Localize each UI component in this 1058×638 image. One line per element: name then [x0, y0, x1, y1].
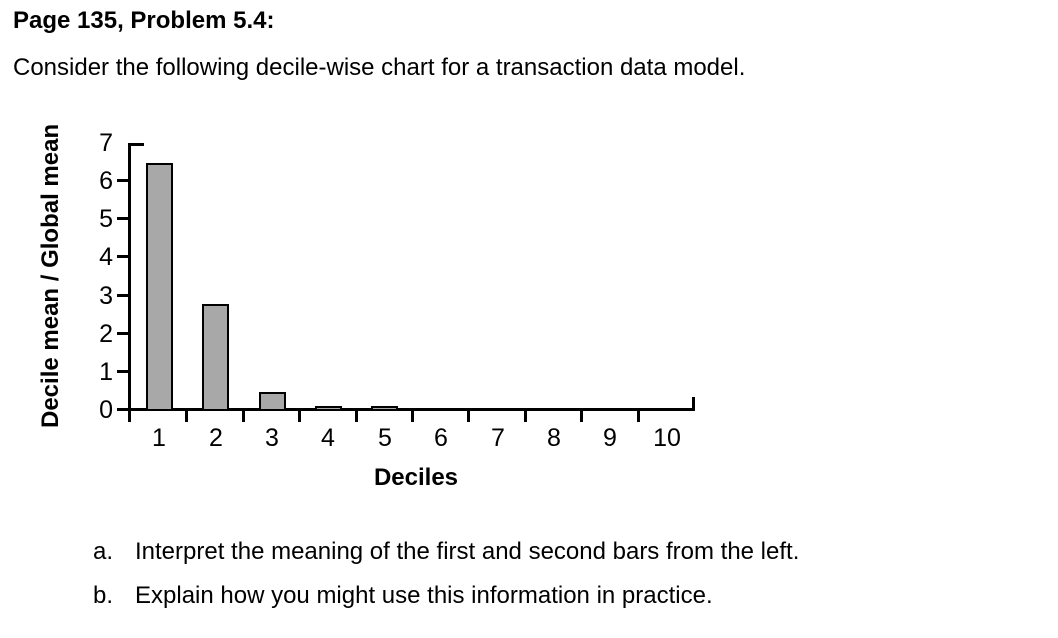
page-title: Page 135, Problem 5.4:: [13, 7, 275, 34]
x-tick-label: 7: [491, 424, 505, 452]
x-tick-label: 9: [603, 424, 617, 452]
x-tick: [411, 408, 414, 422]
x-tick: [298, 408, 301, 422]
x-tick: [524, 408, 527, 422]
question-b-marker: b.: [93, 582, 114, 609]
question-b-text: Explain how you might use this informati…: [135, 582, 713, 609]
y-tick: [117, 408, 128, 411]
x-tick: [467, 408, 470, 422]
question-b: b. Explain how you might use this informa…: [93, 581, 713, 611]
y-tick: [117, 332, 128, 335]
x-tick: [242, 408, 245, 422]
y-tick-label: 5: [99, 205, 113, 233]
bar: [146, 163, 173, 411]
x-tick-label: 5: [378, 424, 392, 452]
y-tick-label: 7: [99, 129, 113, 157]
y-tick: [117, 370, 128, 373]
x-tick: [580, 408, 583, 422]
x-tick: [637, 408, 640, 422]
y-axis-line: [128, 143, 131, 422]
y-tick-label: 3: [99, 282, 113, 310]
x-axis-title: Deciles: [373, 464, 459, 491]
x-tick-label: 6: [434, 424, 448, 452]
bar: [315, 406, 342, 411]
y-tick: [117, 217, 128, 220]
x-tick-label: 10: [653, 424, 681, 452]
x-tick-label: 4: [321, 424, 335, 452]
y-tick-label: 6: [99, 167, 113, 195]
bar: [202, 304, 229, 411]
question-a-marker: a.: [93, 538, 114, 565]
bar: [371, 406, 398, 411]
question-a-text: Interpret the meaning of the first and s…: [135, 538, 800, 565]
intro-text: Consider the following decile-wise chart…: [13, 54, 746, 81]
x-tick-label: 3: [265, 424, 279, 452]
question-a: a. Interpret the meaning of the first and…: [93, 537, 799, 567]
y-tick-label: 0: [99, 396, 113, 424]
plot-area: 0 1 2 3 4 5 6 7 1 2 3 4 5 6 7 8 9 10: [99, 129, 695, 452]
bar: [259, 392, 286, 411]
y-tick-label: 1: [99, 358, 113, 386]
x-tick-label: 2: [209, 424, 223, 452]
y-tick: [117, 294, 128, 297]
y-tick: [117, 179, 128, 182]
x-tick-label: 1: [152, 424, 166, 452]
y-axis-top-cap: [128, 143, 144, 146]
y-tick-label: 2: [99, 320, 113, 348]
y-tick: [117, 255, 128, 258]
x-tick-label: 8: [547, 424, 561, 452]
x-tick: [355, 408, 358, 422]
x-tick: [185, 408, 188, 422]
y-tick-label: 4: [99, 243, 113, 271]
x-axis-right-cap: [692, 397, 695, 411]
